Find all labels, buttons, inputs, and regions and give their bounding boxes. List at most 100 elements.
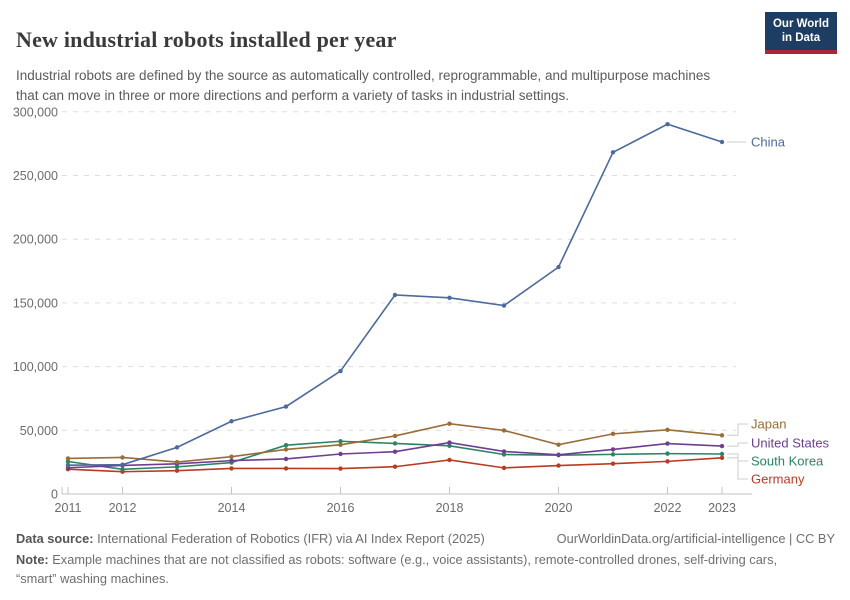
x-tick-label: 2023 (708, 501, 736, 515)
data-point-united-states (229, 458, 234, 463)
x-tick-label: 2014 (218, 501, 246, 515)
attribution-link[interactable]: OurWorldinData.org/artificial-intelligen… (556, 531, 835, 546)
x-tick-label: 2020 (545, 501, 573, 515)
data-point-united-states (392, 449, 398, 454)
line-chart: 0 50,000 100,000 150,000 200,000 250,000 300,0… (13, 105, 830, 515)
data-point-china (174, 445, 180, 450)
legend-label-united-states[interactable]: United States (751, 436, 830, 451)
series-lines (65, 121, 725, 474)
page-title: New industrial robots installed per year (16, 26, 397, 52)
data-point-united-states (283, 456, 289, 462)
y-tick-label: 150,000 (13, 296, 58, 310)
y-tick-label: 200,000 (13, 233, 58, 247)
data-point-germany (665, 459, 670, 464)
data-point-south-korea (501, 452, 507, 457)
data-point-japan (174, 459, 180, 465)
data-point-south-korea (447, 443, 452, 449)
data-point-united-states (719, 443, 725, 449)
data-point-south-korea (338, 439, 343, 444)
data-point-china (501, 303, 507, 308)
y-tick-label: 300,000 (13, 105, 58, 119)
data-point-south-korea (120, 467, 125, 472)
x-tick-label: 2022 (654, 501, 682, 515)
data-source-text: International Federation of Robotics (IF… (97, 531, 485, 546)
data-point-united-states (665, 441, 670, 446)
data-point-china (229, 419, 234, 424)
data-point-united-states (556, 452, 561, 457)
data-point-japan (120, 455, 125, 460)
data-point-germany (501, 465, 507, 471)
data-point-south-korea (392, 441, 398, 446)
data-point-china (283, 404, 289, 409)
data-point-south-korea (665, 451, 670, 456)
data-point-japan (283, 447, 289, 452)
gridlines (62, 111, 736, 431)
data-point-germany (283, 466, 289, 471)
data-point-china (556, 264, 561, 270)
note-label: Note: (16, 552, 49, 567)
data-point-south-korea (719, 451, 725, 457)
data-point-japan (719, 433, 725, 438)
data-point-china (338, 368, 343, 374)
legend: China Japan United States South Korea German… (726, 135, 830, 487)
logo-line-1: Our World (772, 18, 829, 30)
legend-connector-united-states (727, 442, 748, 447)
data-point-united-states (501, 449, 507, 454)
data-point-south-korea (283, 443, 289, 448)
data-point-germany (719, 455, 725, 461)
x-axis-labels: 2011 2012 2014 2016 2018 2020 2022 2023 (55, 501, 736, 515)
data-point-germany (174, 468, 180, 473)
data-point-china (120, 462, 125, 467)
chart-footer: Data source: International Federation of… (16, 531, 835, 588)
x-tick-label: 2011 (55, 501, 82, 515)
data-point-japan (665, 427, 670, 432)
data-point-united-states (338, 451, 343, 457)
legend-label-japan[interactable]: Japan (751, 417, 786, 432)
data-point-japan (501, 428, 507, 433)
y-tick-label: 250,000 (13, 169, 58, 183)
data-point-south-korea (174, 464, 180, 470)
data-point-japan (229, 454, 234, 459)
legend-label-south-korea[interactable]: South Korea (751, 454, 824, 469)
series-japan (65, 421, 725, 465)
chart-subtitle: Industrial robots are defined by the sou… (16, 67, 711, 103)
data-source-line: Data source: International Federation of… (16, 531, 485, 546)
data-point-germany (229, 466, 234, 471)
x-tick-label: 2016 (327, 501, 355, 515)
data-point-japan (447, 421, 452, 426)
data-point-japan (556, 442, 561, 447)
logo-line-2: in Data (781, 32, 821, 45)
x-axis (61, 487, 752, 495)
data-point-china (665, 121, 670, 127)
data-point-japan (65, 456, 71, 461)
data-point-china (719, 139, 725, 145)
data-point-south-korea (65, 459, 71, 464)
x-tick-label: 2012 (109, 501, 137, 515)
data-source-label: Data source: (16, 531, 94, 546)
data-point-china (65, 463, 71, 468)
data-point-japan (610, 431, 616, 437)
y-tick-label: 50,000 (20, 424, 58, 438)
note-text: Example machines that are not classified… (16, 552, 778, 586)
data-point-japan (392, 433, 398, 439)
series-china (65, 121, 725, 468)
data-point-germany (338, 466, 343, 471)
data-point-germany (447, 457, 452, 463)
data-point-china (610, 150, 616, 155)
owid-logo[interactable]: Our World in Data (764, 12, 837, 54)
y-tick-label: 100,000 (13, 360, 58, 374)
legend-connector-germany (727, 457, 748, 480)
y-axis-labels: 0 50,000 100,000 150,000 200,000 250,000 300,0… (13, 105, 58, 501)
legend-label-germany[interactable]: Germany (751, 472, 805, 487)
data-point-united-states (447, 440, 452, 445)
data-point-south-korea (610, 452, 616, 457)
data-point-china (392, 292, 398, 298)
legend-label-china[interactable]: China (751, 135, 786, 150)
data-point-germany (556, 463, 561, 468)
note-line: Note: Example machines that are not clas… (16, 551, 786, 588)
data-point-germany (610, 461, 616, 466)
data-point-germany (392, 464, 398, 469)
data-point-united-states (610, 447, 616, 452)
data-point-japan (338, 442, 343, 448)
